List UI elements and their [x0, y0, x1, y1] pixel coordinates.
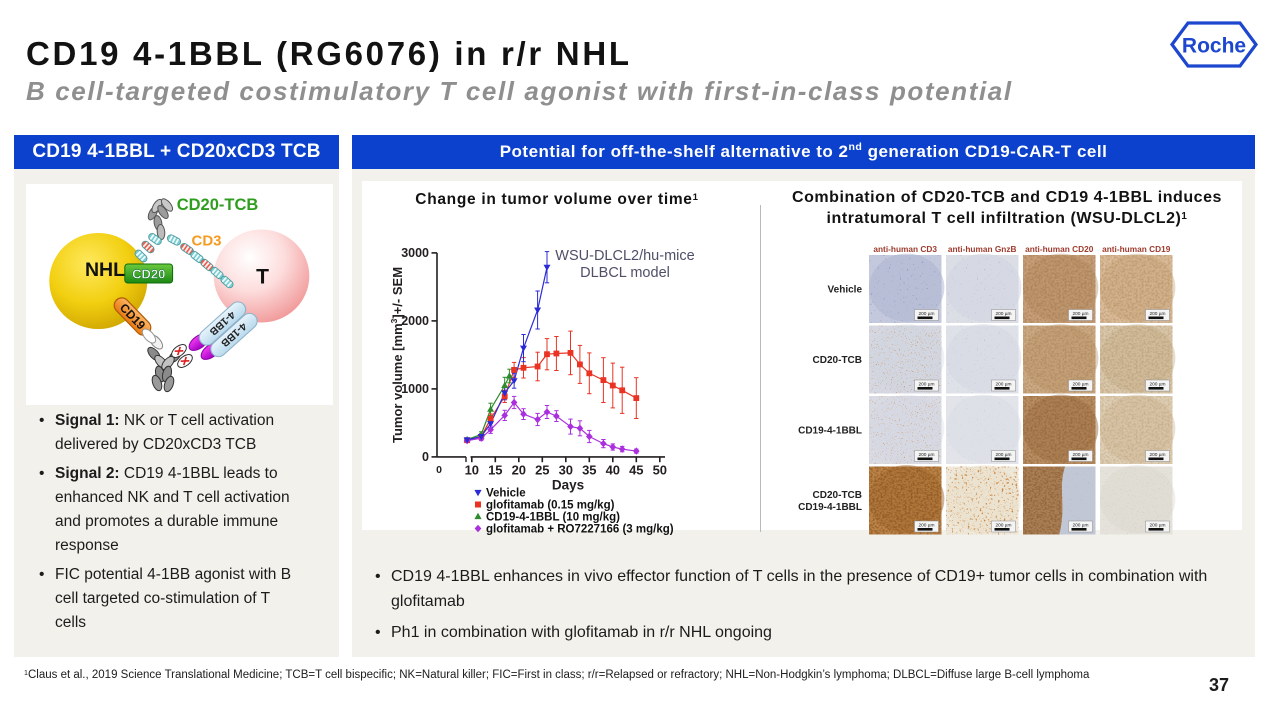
svg-text:WSU-DLCL2/hu-mice: WSU-DLCL2/hu-mice [555, 248, 694, 264]
svg-text:anti-human CD3: anti-human CD3 [873, 244, 937, 254]
svg-text:200 µm: 200 µm [1149, 523, 1165, 529]
svg-text:15: 15 [488, 463, 502, 478]
svg-text:30: 30 [559, 463, 573, 478]
svg-text:0: 0 [436, 464, 442, 476]
svg-text:200 µm: 200 µm [995, 452, 1011, 458]
svg-text:CD19-4-1BBL (10 mg/kg): CD19-4-1BBL (10 mg/kg) [486, 512, 620, 524]
svg-text:anti-human CD20: anti-human CD20 [1025, 244, 1094, 254]
svg-text:CD20: CD20 [132, 266, 165, 281]
svg-text:200 µm: 200 µm [918, 523, 934, 529]
svg-text:20: 20 [512, 463, 526, 478]
svg-text:CD19-4-1BBL: CD19-4-1BBL [798, 502, 862, 513]
svg-text:0: 0 [422, 450, 429, 464]
svg-text:200 µm: 200 µm [995, 311, 1011, 317]
svg-text:200 µm: 200 µm [995, 382, 1011, 388]
svg-text:Tumor volume [mm3]+/- SEM: Tumor volume [mm3]+/- SEM [389, 267, 405, 443]
svg-text:40: 40 [606, 463, 620, 478]
svg-text:2000: 2000 [401, 314, 429, 328]
svg-text:200 µm: 200 µm [1072, 382, 1088, 388]
svg-text:45: 45 [629, 463, 643, 478]
svg-text:200 µm: 200 µm [1072, 452, 1088, 458]
svg-text:anti-human GnzB: anti-human GnzB [948, 244, 1017, 254]
svg-text:T: T [256, 266, 269, 289]
svg-text:3000: 3000 [401, 246, 429, 260]
svg-text:200 µm: 200 µm [918, 311, 934, 317]
svg-text:200 µm: 200 µm [1149, 382, 1165, 388]
svg-text:1000: 1000 [401, 382, 429, 396]
svg-text:DLBCL model: DLBCL model [580, 265, 670, 281]
svg-text:Days: Days [552, 478, 584, 493]
svg-text:200 µm: 200 µm [995, 523, 1011, 529]
svg-text:Vehicle: Vehicle [828, 285, 863, 296]
svg-text:NHL: NHL [85, 259, 125, 281]
svg-text:50: 50 [653, 463, 667, 478]
svg-text:CD19-4-1BBL: CD19-4-1BBL [798, 426, 862, 437]
svg-text:glofitamab + RO7227166 (3 mg/k: glofitamab + RO7227166 (3 mg/kg) [486, 524, 674, 536]
svg-text:CD3: CD3 [191, 233, 221, 250]
svg-text:CD20-TCB: CD20-TCB [813, 490, 862, 501]
svg-text:anti-human CD19: anti-human CD19 [1102, 244, 1171, 254]
svg-text:200 µm: 200 µm [918, 382, 934, 388]
svg-text:Roche: Roche [1182, 35, 1246, 58]
svg-text:200 µm: 200 µm [1149, 311, 1165, 317]
svg-text:200 µm: 200 µm [918, 452, 934, 458]
svg-text:35: 35 [582, 463, 596, 478]
svg-text:Vehicle: Vehicle [486, 488, 526, 500]
svg-text:CD20-TCB: CD20-TCB [177, 196, 259, 214]
svg-text:200 µm: 200 µm [1072, 523, 1088, 529]
svg-text:25: 25 [535, 463, 549, 478]
svg-text:200 µm: 200 µm [1072, 311, 1088, 317]
svg-text:200 µm: 200 µm [1149, 452, 1165, 458]
svg-text:glofitamab (0.15 mg/kg): glofitamab (0.15 mg/kg) [486, 500, 615, 512]
svg-text:10: 10 [465, 463, 479, 478]
svg-text:CD20-TCB: CD20-TCB [813, 355, 862, 366]
